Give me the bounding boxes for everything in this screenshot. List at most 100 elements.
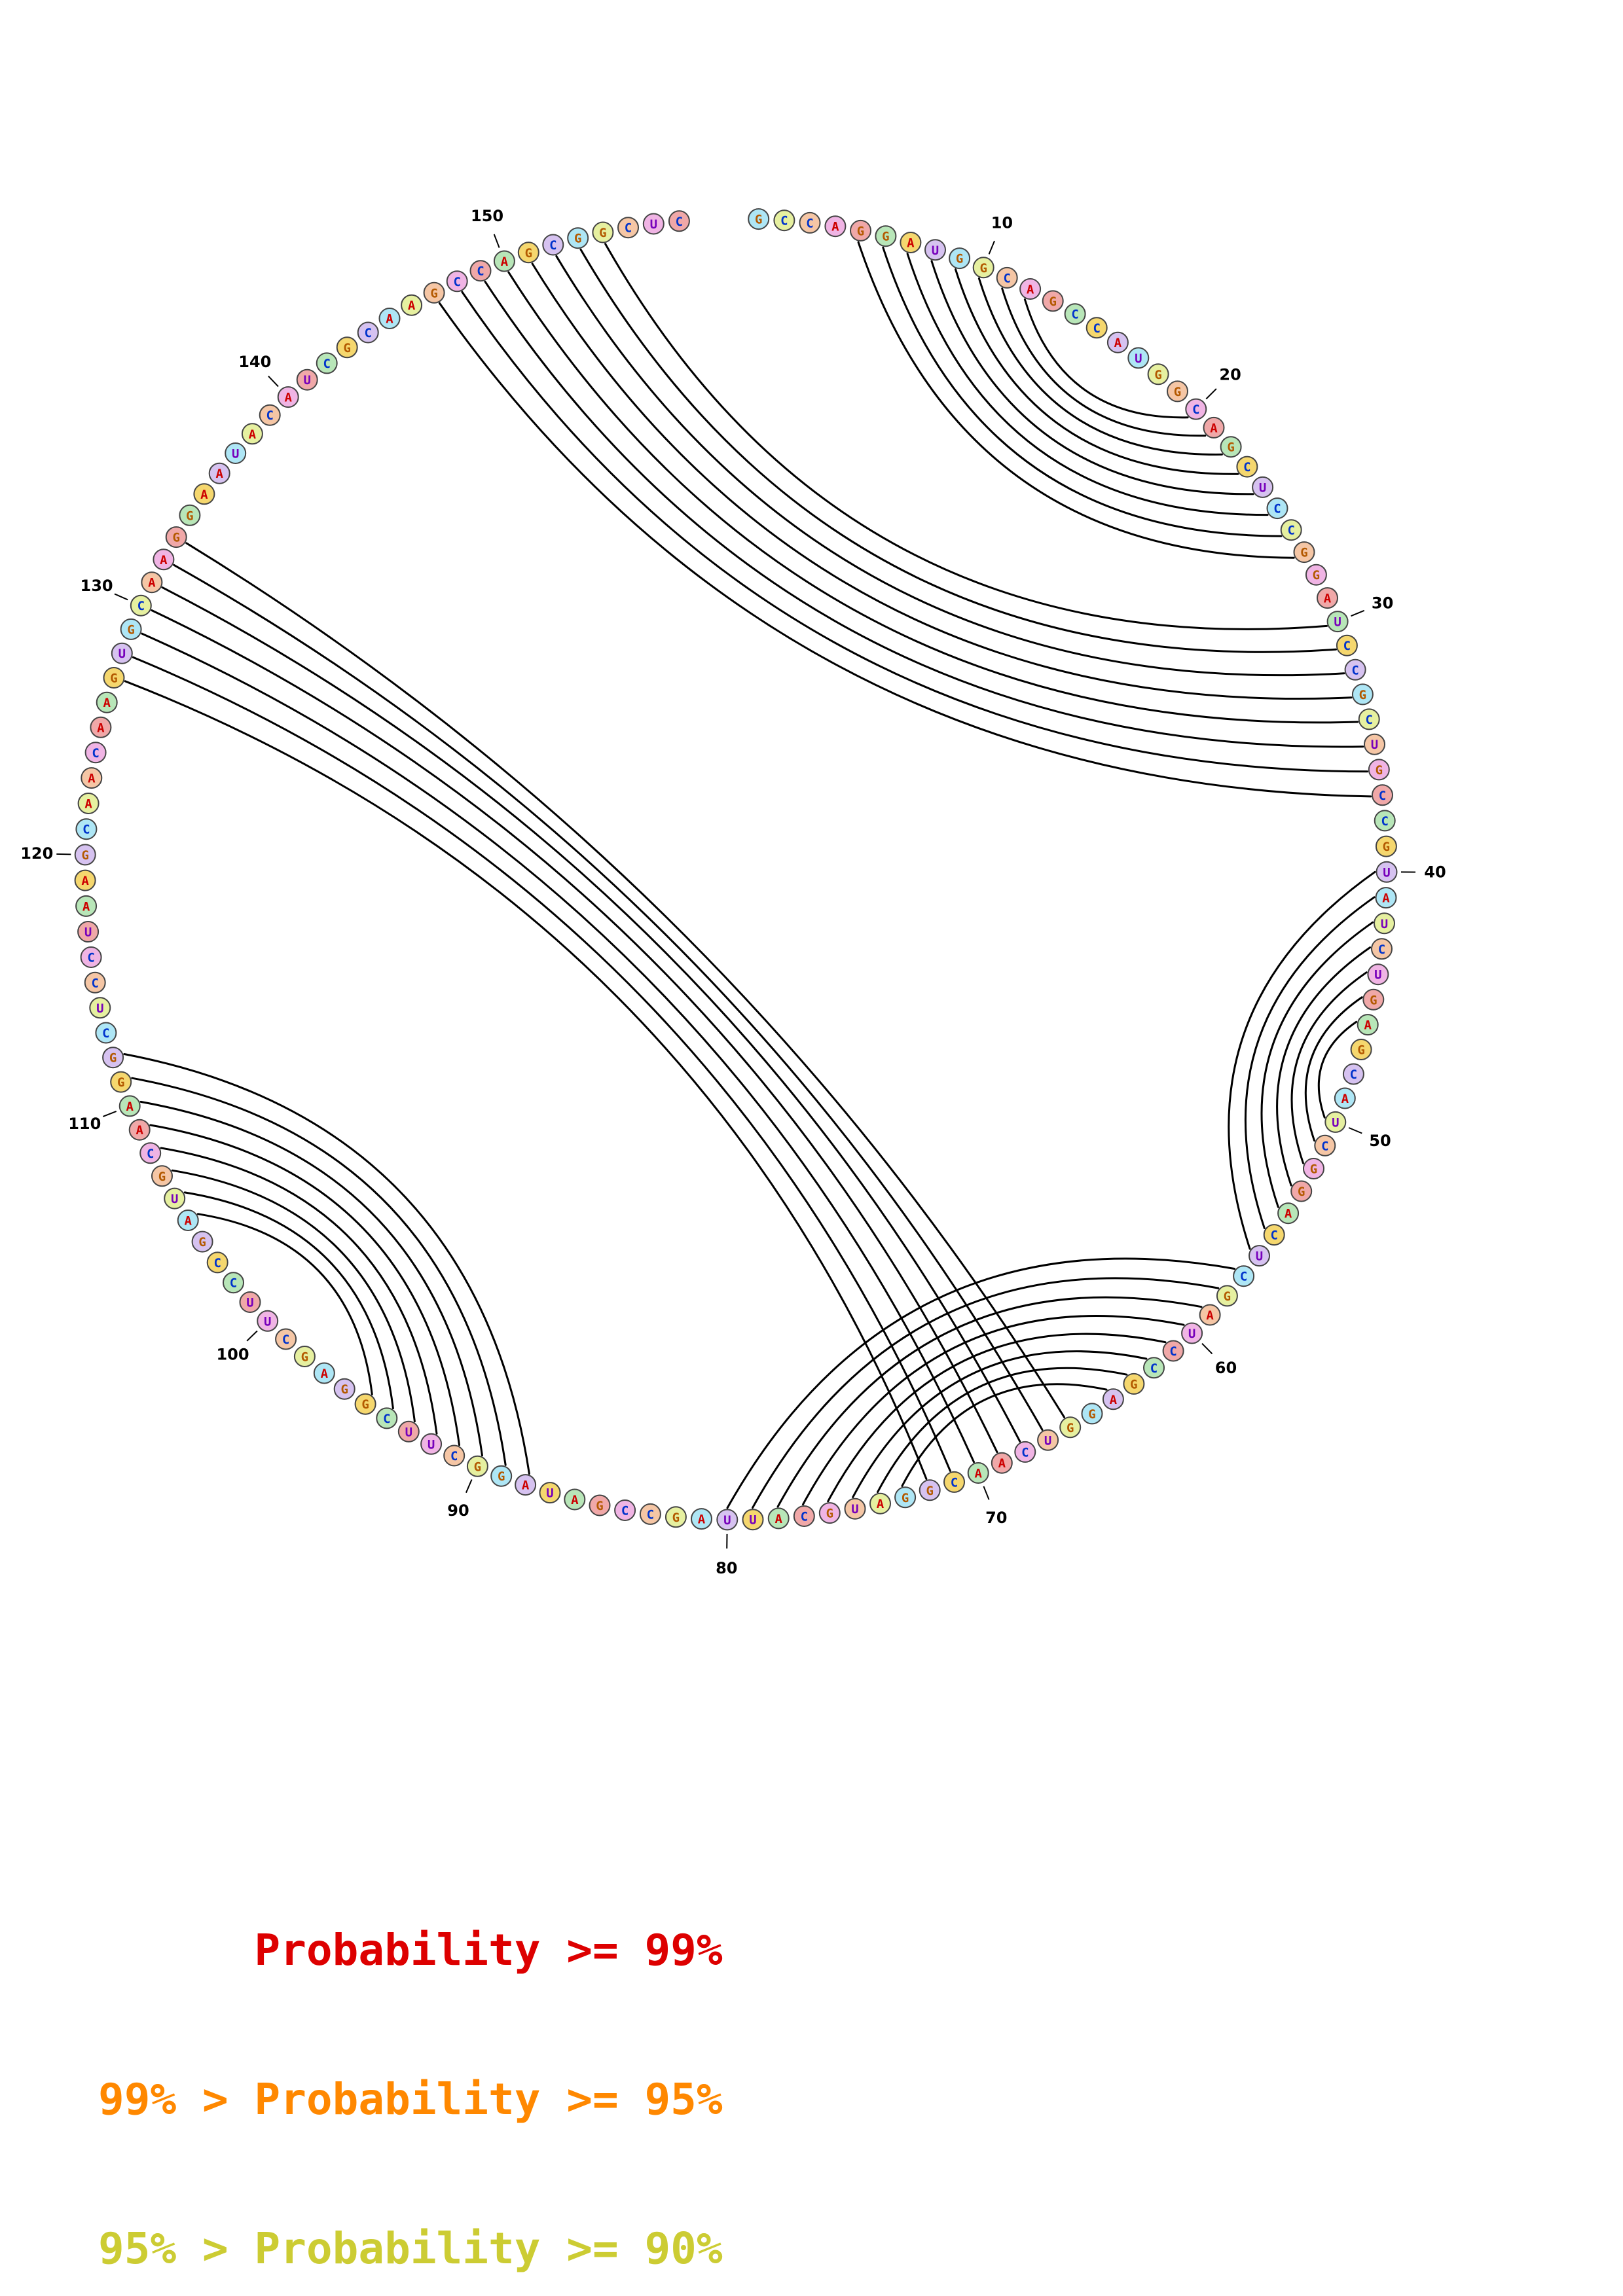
nucleotide-circle xyxy=(617,217,639,239)
nucleotide-letter: U xyxy=(1188,1327,1195,1341)
probability-legend: Probability >= 99% 99% > Probability >= … xyxy=(98,1826,723,2296)
nucleotide-circle xyxy=(275,1328,297,1350)
nucleotide-letter: A xyxy=(1285,1207,1292,1221)
nucleotide-circle xyxy=(850,219,871,242)
nucleotide-letter: C xyxy=(1240,1270,1247,1284)
nucleotide-circle xyxy=(1277,1202,1300,1225)
nucleotide-letter: C xyxy=(230,1276,237,1291)
base-pair-arc xyxy=(1260,921,1374,1208)
base-pair-arc xyxy=(1023,298,1189,419)
nucleotide-letter: U xyxy=(749,1513,756,1528)
nucleotide-letter: C xyxy=(364,326,371,340)
tick-line xyxy=(1205,388,1217,400)
nucleotide-letter: U xyxy=(1259,480,1266,495)
nucleotide-circle xyxy=(1364,733,1385,755)
nucleotide-letter: U xyxy=(232,447,239,461)
nucleotide-letter: C xyxy=(801,1510,808,1524)
nucleotide-letter: C xyxy=(323,357,330,371)
nucleotide-circle xyxy=(773,209,795,232)
base-pair-arc xyxy=(752,1277,1220,1509)
nucleotide-letter: A xyxy=(284,391,292,405)
nucleotide-circle xyxy=(75,818,98,840)
nucleotide-circle xyxy=(1203,416,1225,439)
nucleotide-circle xyxy=(423,281,445,304)
nucleotide-letter: A xyxy=(97,721,105,735)
nucleotide-letter: U xyxy=(1371,738,1378,752)
nucleotide-letter: C xyxy=(1021,1445,1029,1460)
nucleotide-circle xyxy=(74,869,96,891)
nucleotide-circle xyxy=(567,227,589,249)
nucleotide-circle xyxy=(1252,476,1274,498)
nucleotide-circle xyxy=(1376,861,1398,883)
nucleotide-letter: U xyxy=(264,1314,271,1329)
nucleotide-circle xyxy=(316,352,338,374)
nucleotide-circle xyxy=(120,618,142,640)
nucleotide-circle xyxy=(164,1187,186,1210)
base-pair-arc xyxy=(196,1213,373,1395)
nucleotide-circle xyxy=(1326,611,1349,633)
tick-label: 150 xyxy=(471,207,503,225)
nucleotide-circle xyxy=(1085,317,1108,339)
nucleotide-circle xyxy=(1014,1441,1036,1463)
nucleotide-letter: G xyxy=(926,1484,933,1498)
nucleotide-letter: A xyxy=(974,1467,982,1481)
nucleotide-letter: U xyxy=(851,1502,858,1516)
nucleotide-letter: G xyxy=(474,1460,481,1474)
nucleotide-letter: G xyxy=(979,261,987,276)
nucleotide-circle xyxy=(1081,1403,1103,1425)
legend-line-p99: Probability >= 99% xyxy=(98,1925,723,1975)
nucleotide-letter: A xyxy=(126,1100,134,1114)
nucleotide-circle xyxy=(991,1452,1013,1474)
nucleotide-letter: A xyxy=(1364,1018,1372,1033)
nucleotide-letter: C xyxy=(676,215,683,229)
nucleotide-circle xyxy=(1236,456,1258,478)
nucleotide-letter: U xyxy=(171,1192,178,1206)
nucleotide-circle xyxy=(1167,380,1188,403)
nucleotide-letter: C xyxy=(1270,1229,1277,1243)
nucleotide-circle xyxy=(77,921,100,942)
nucleotide-letter: G xyxy=(1130,1377,1137,1391)
nucleotide-letter: C xyxy=(282,1333,289,1347)
nucleotide-circle xyxy=(972,257,994,279)
nucleotide-letter: G xyxy=(902,1491,909,1505)
nucleotide-letter: C xyxy=(383,1412,390,1426)
tick-label: 80 xyxy=(716,1559,737,1577)
nucleotide-circle xyxy=(191,1230,213,1253)
base-pair-arc xyxy=(183,1191,394,1410)
nucleotide-circle xyxy=(130,594,152,617)
nucleotide-letter: U xyxy=(723,1513,731,1528)
nucleotide-letter: U xyxy=(650,217,657,232)
nucleotide-letter: C xyxy=(951,1475,958,1490)
nucleotide-letter: G xyxy=(1313,568,1320,583)
nucleotide-circle xyxy=(333,1378,356,1400)
legend-line-p90: 95% > Probability >= 90% xyxy=(98,2223,723,2274)
nucleotide-circle xyxy=(1293,541,1315,564)
nucleotide-circle xyxy=(239,1291,261,1313)
base-pair-arc xyxy=(173,564,1044,1431)
tick-line xyxy=(1348,1127,1362,1134)
tick-line xyxy=(493,234,500,248)
tick-label: 50 xyxy=(1369,1132,1391,1150)
nucleotide-letter: U xyxy=(546,1486,553,1501)
nucleotide-letter: C xyxy=(1365,713,1372,727)
nucleotide-circle xyxy=(1324,1111,1347,1133)
nucleotide-letter: A xyxy=(215,467,223,481)
nucleotide-circle xyxy=(119,1095,141,1117)
nucleotide-circle xyxy=(401,294,423,316)
base-pair-arc xyxy=(461,291,1368,773)
nucleotide-circle xyxy=(77,793,100,814)
nucleotide-circle xyxy=(1199,1304,1221,1326)
nucleotide-circle xyxy=(1374,810,1396,832)
nucleotide-letter: G xyxy=(301,1350,308,1365)
nucleotide-circle xyxy=(924,239,946,261)
nucleotide-letter: G xyxy=(1067,1421,1074,1435)
base-pair-arc xyxy=(802,1315,1185,1506)
nucleotide-circle xyxy=(1375,835,1397,857)
nucleotide-circle xyxy=(742,1509,764,1531)
nucleotide-circle xyxy=(1374,912,1395,935)
nucleotide-circle xyxy=(996,266,1018,289)
nucleotide-circle xyxy=(1185,398,1207,420)
nucleotide-circle xyxy=(793,1505,815,1527)
nucleotide-letter: G xyxy=(1300,546,1307,560)
nucleotide-letter: A xyxy=(571,1493,579,1507)
